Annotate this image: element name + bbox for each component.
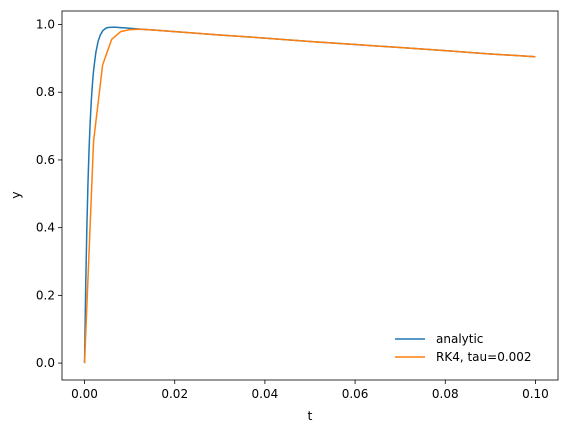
y-tick-label: 1.0	[36, 18, 55, 32]
legend: analytic RK4, tau=0.002	[395, 332, 532, 364]
x-axis-label: t	[308, 408, 313, 423]
y-tick-label: 0.6	[36, 153, 55, 167]
x-tick-label: 0.06	[342, 387, 369, 401]
y-axis-ticks: 0.0 0.2 0.4 0.6 0.8 1.0	[36, 18, 62, 370]
x-tick-label: 0.02	[161, 387, 188, 401]
plot-area	[62, 11, 558, 380]
legend-label-analytic: analytic	[436, 332, 483, 346]
y-tick-label: 0.2	[36, 288, 55, 302]
x-axis-ticks: 0.00 0.02 0.04 0.06 0.08 0.10	[71, 380, 549, 401]
y-tick-label: 0.0	[36, 356, 55, 370]
plot-frame	[61, 10, 559, 381]
series-layer	[83, 26, 536, 364]
y-axis-label: y	[8, 191, 23, 199]
y-tick-label: 0.4	[36, 221, 55, 235]
y-tick-label: 0.8	[36, 85, 55, 99]
legend-label-rk4: RK4, tau=0.002	[436, 350, 532, 364]
x-tick-label: 0.00	[71, 387, 98, 401]
x-tick-label: 0.04	[252, 387, 279, 401]
x-tick-label: 0.08	[432, 387, 459, 401]
x-tick-label: 0.10	[522, 387, 549, 401]
series-line-1	[83, 28, 536, 364]
